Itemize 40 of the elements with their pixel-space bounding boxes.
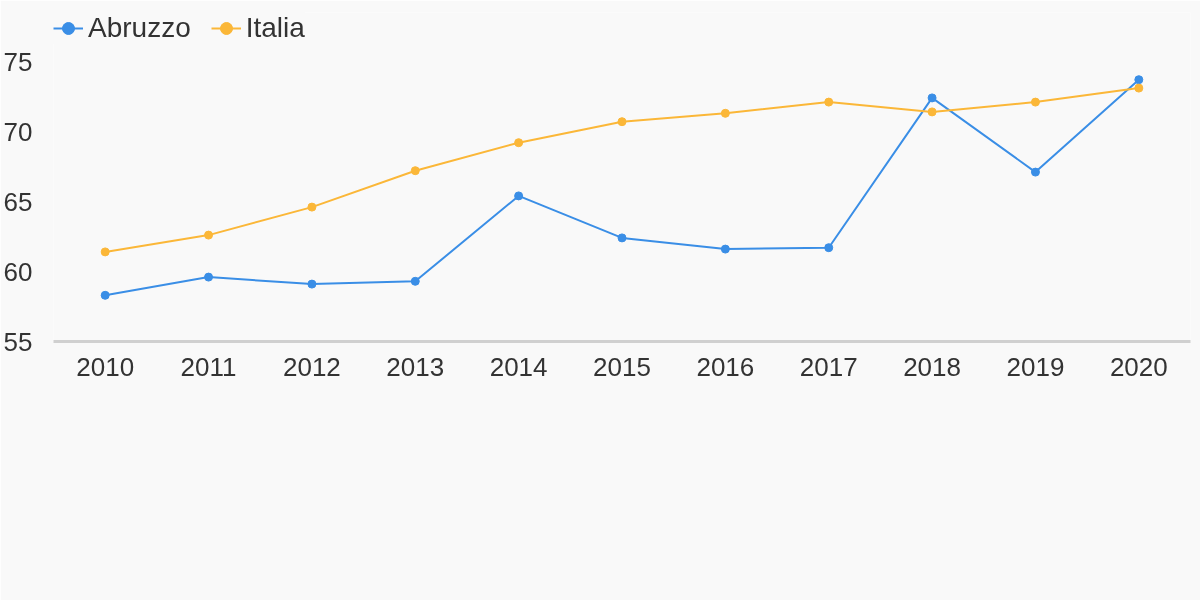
y-tick-label: 70: [3, 116, 33, 147]
point: [100, 247, 110, 257]
x-tick-label: 2010: [76, 351, 135, 382]
legend-label: Italia: [245, 12, 305, 44]
point: [617, 117, 627, 127]
point: [514, 191, 524, 201]
y-tick-label: 55: [3, 326, 33, 357]
legend-label: Abruzzo: [88, 12, 191, 44]
y-tick-label: 60: [3, 256, 33, 287]
point: [927, 93, 937, 103]
y-tick-label: 75: [3, 46, 33, 77]
x-tick-label: 2016: [696, 351, 755, 382]
point: [204, 230, 214, 240]
x-tick-label: 2018: [903, 351, 962, 382]
point: [410, 166, 420, 176]
point: [720, 244, 730, 254]
point: [204, 272, 214, 282]
point: [824, 97, 834, 107]
point: [514, 138, 524, 148]
point: [617, 233, 627, 243]
x-tick-label: 2017: [799, 351, 858, 382]
point: [824, 243, 834, 253]
x-tick-label: 2012: [282, 351, 341, 382]
x-tick-label: 2013: [386, 351, 445, 382]
point: [307, 202, 317, 212]
point: [100, 290, 110, 300]
point: [927, 107, 937, 117]
point: [1030, 167, 1040, 177]
y-tick-label: 65: [3, 186, 33, 217]
point: [1030, 97, 1040, 107]
point: [720, 108, 730, 118]
x-tick-label: 2011: [180, 351, 237, 382]
x-tick-label: 2014: [489, 351, 548, 382]
point: [410, 276, 420, 286]
point: [1134, 75, 1144, 85]
point: [1134, 83, 1144, 93]
x-tick-label: 2019: [1006, 351, 1065, 382]
point: [307, 279, 317, 289]
x-tick-label: 2015: [593, 351, 651, 382]
x-tick-label: 2020: [1109, 351, 1168, 382]
